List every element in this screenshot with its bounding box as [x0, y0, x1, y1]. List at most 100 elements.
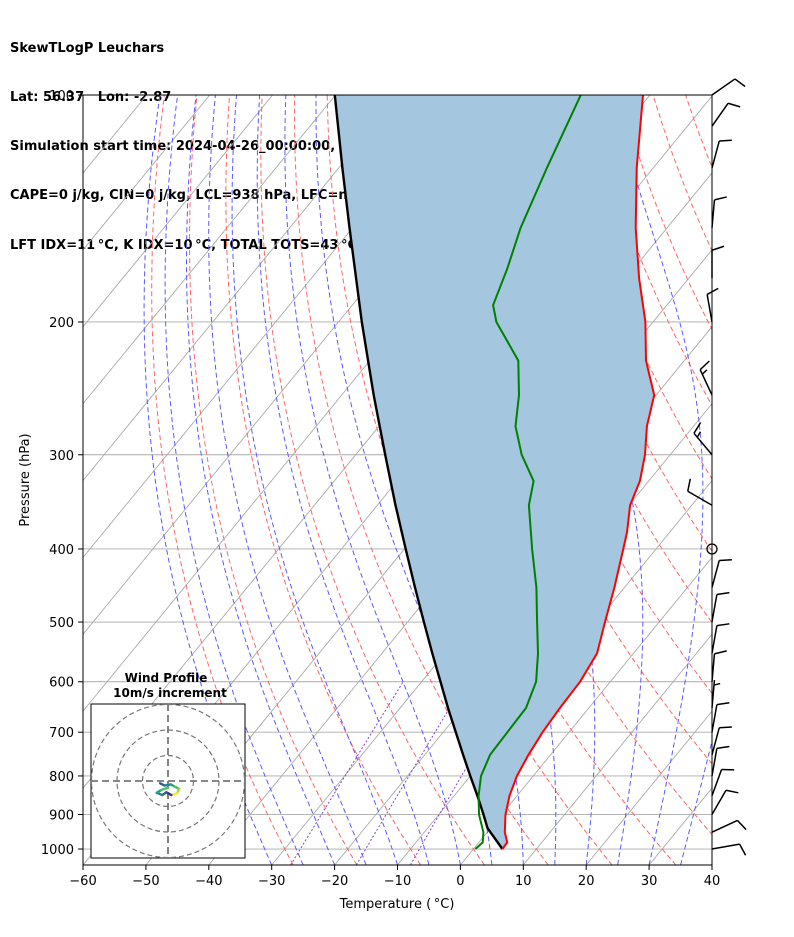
isotherm-line: [83, 95, 211, 251]
wind-barb: [706, 287, 719, 323]
hodograph-title: Wind Profile: [125, 671, 208, 685]
wind-barb: [711, 702, 730, 733]
moist-adiabat-line: [164, 95, 304, 865]
dry-adiabat-line: [685, 95, 712, 169]
isotherm-line: [83, 95, 336, 405]
dry-adiabat-line: [151, 95, 294, 865]
wind-barb-flag: [719, 558, 732, 562]
sounding-profiles: [333, 95, 656, 850]
dry-adiabat-line: [751, 95, 794, 865]
hodograph-trace-segment: [160, 786, 170, 792]
y-tick-label: 1000: [41, 843, 74, 858]
isotherm-line: [711, 864, 712, 865]
wind-barb-staff: [711, 199, 716, 228]
wind-barb-staff: [711, 819, 738, 833]
wind-barb-staff: [711, 727, 720, 756]
wind-barb: [711, 558, 732, 588]
wind-barb-flag: [693, 422, 702, 434]
moist-adiabat-line: [231, 95, 398, 865]
moist-adiabat-line: [208, 95, 367, 865]
wind-barb-flag: [725, 789, 739, 794]
wind-barb-staff: [711, 625, 718, 654]
mixing-ratio-line: [355, 681, 466, 865]
wind-barb-staff: [711, 843, 740, 850]
moist-adiabat-line: [612, 95, 704, 865]
wind-barb-flag: [719, 726, 732, 729]
y-tick-label: 900: [49, 809, 74, 824]
x-tick-label: 40: [704, 874, 721, 889]
isotherm-line: [83, 95, 273, 328]
cin-shaded-area: [334, 95, 655, 849]
wind-barb-flag: [714, 650, 727, 655]
wind-barb-flag: [706, 287, 719, 296]
wind-barb: [711, 819, 747, 833]
y-tick-label: 100: [49, 89, 74, 104]
x-tick-label: 20: [578, 874, 595, 889]
wind-barb: [711, 679, 721, 709]
y-tick-label: 400: [49, 543, 74, 558]
wind-barb: [711, 78, 746, 96]
wind-barbs: [687, 78, 747, 856]
wind-barb-staff: [711, 560, 720, 588]
x-tick-label: −60: [69, 874, 96, 889]
wind-barb-staff: [711, 653, 716, 682]
wind-barb-staff: [711, 140, 720, 169]
wind-barb-half-flag: [696, 431, 702, 438]
moist-adiabat-line: [186, 95, 336, 865]
wind-barb: [711, 245, 725, 279]
cape-cin-shading: [334, 95, 655, 849]
x-axis: −60 −50 −40 −30 −20 −10 0 10 20 30 40: [69, 865, 720, 889]
wind-barb-half-flag: [701, 369, 708, 375]
wind-barb-flag: [738, 843, 747, 856]
x-tick-label: 0: [456, 874, 464, 889]
wind-barb-flag: [719, 139, 732, 142]
wind-barb: [711, 650, 727, 682]
wind-barb-flag: [734, 78, 746, 88]
wind-barb-flag: [716, 702, 730, 706]
isotherm-line: [522, 633, 712, 865]
y-tick-label: 200: [49, 316, 74, 331]
wind-barb: [711, 196, 727, 228]
station-coordinates: Lat: 56.37 Lon: -2.87: [10, 90, 172, 106]
wind-barb: [687, 478, 713, 506]
wind-barb: [711, 768, 735, 797]
wind-barb-staff: [711, 789, 727, 815]
wind-barb-staff: [711, 769, 723, 797]
wind-barb-staff: [699, 369, 713, 396]
wind-barb-half-flag: [713, 682, 721, 686]
wind-barb: [699, 360, 713, 396]
dry-adiabat-line: [783, 95, 794, 865]
wind-barb: [711, 843, 747, 856]
hodograph-inset: Wind Profile 10m/s increment: [90, 671, 246, 859]
wind-barb-staff: [711, 78, 736, 96]
x-tick-label: −20: [321, 874, 348, 889]
y-tick-label: 600: [49, 676, 74, 691]
calm-wind-marker: [706, 543, 718, 555]
x-tick-label: 10: [515, 874, 532, 889]
y-axis: 100 200 300 400 500 600 700 800 900 1000: [41, 89, 83, 858]
x-tick-label: −40: [195, 874, 222, 889]
wind-barb-staff: [706, 294, 713, 323]
mixing-ratio-line: [290, 681, 404, 865]
wind-barb-flag: [687, 478, 692, 492]
isotherm-line: [334, 402, 712, 865]
wind-barb-flag: [727, 102, 741, 108]
station-title: SkewTLogP Leuchars: [10, 40, 165, 56]
moist-adiabat-line: [284, 95, 461, 865]
x-tick-label: −10: [384, 874, 411, 889]
moist-adiabat-line: [143, 95, 273, 865]
isotherm-line: [648, 787, 712, 865]
isotherm-line: [585, 710, 712, 865]
dry-adiabat-line: [225, 95, 422, 865]
isotherm-line: [460, 556, 712, 865]
wind-barb-flag: [699, 360, 710, 371]
wind-barb: [711, 102, 741, 127]
y-tick-label: 500: [49, 616, 74, 631]
wind-barb: [711, 591, 730, 623]
x-tick-label: −30: [258, 874, 285, 889]
wind-barb: [711, 139, 732, 169]
x-axis-label: Temperature ( °C): [339, 897, 455, 912]
wind-barb-flag: [716, 623, 730, 627]
dewpoint-line: [474, 95, 582, 850]
